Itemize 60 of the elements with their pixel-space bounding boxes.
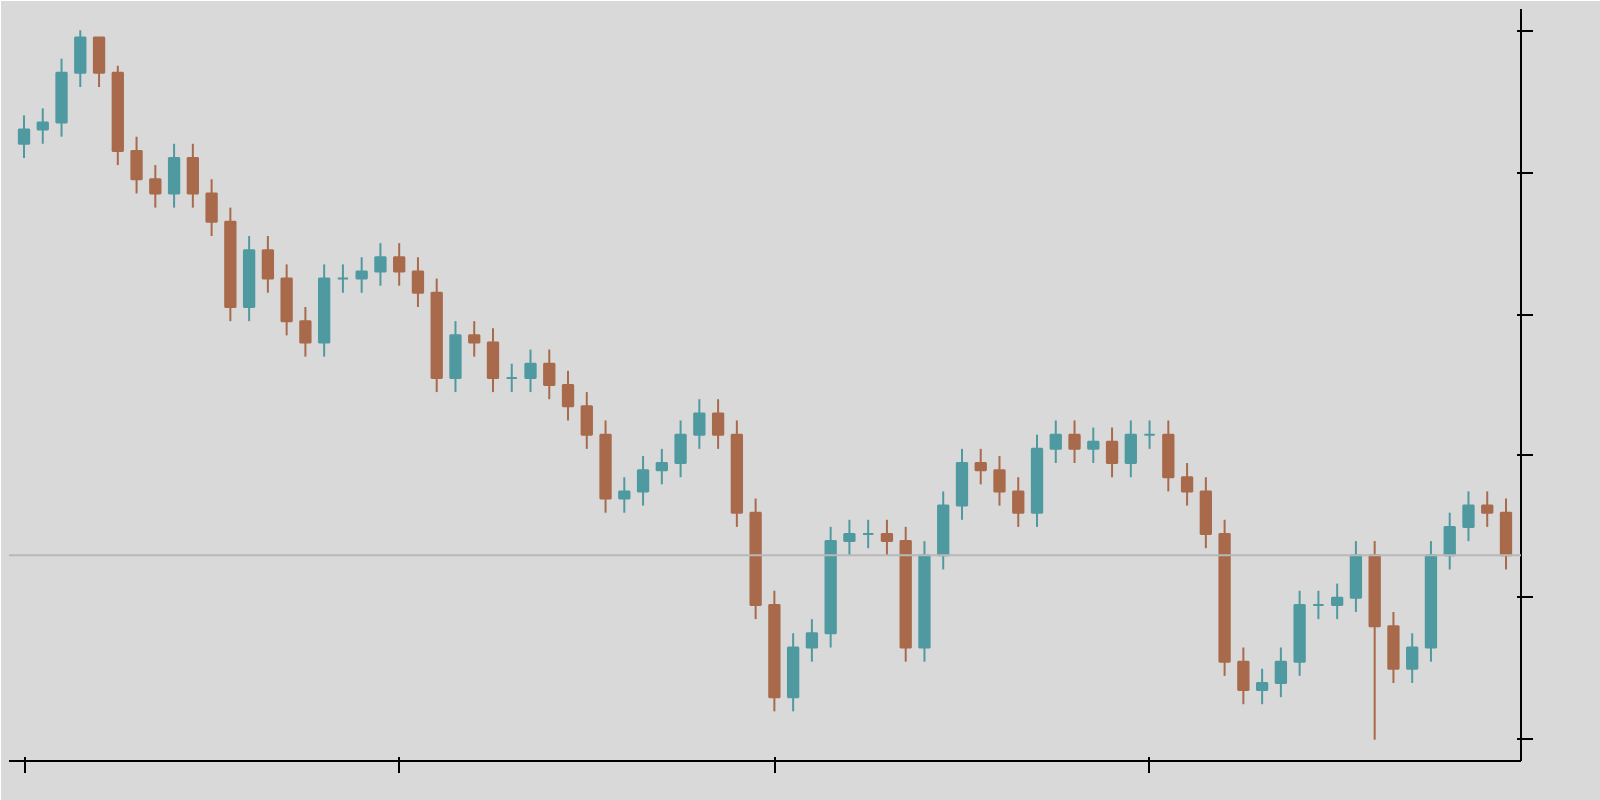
candlestick: [805, 618, 819, 663]
candlestick: [1199, 476, 1212, 550]
candlestick: [1012, 476, 1025, 528]
candlestick: [167, 142, 181, 209]
candlestick: [580, 391, 593, 450]
candlestick: [1387, 611, 1400, 684]
candlestick: [862, 518, 875, 550]
candlestick: [1143, 419, 1156, 450]
candlestick: [543, 348, 556, 401]
candlestick: [449, 320, 462, 394]
candlestick: [1462, 490, 1475, 543]
candlestick: [374, 242, 387, 287]
candlestick: [336, 263, 350, 294]
candlestick: [524, 348, 537, 394]
candlestick: [711, 398, 725, 450]
candlestick: [1331, 582, 1344, 621]
candlestick: [411, 256, 425, 308]
candlestick: [655, 447, 668, 486]
candlestick: [1162, 419, 1175, 493]
candlestick: [505, 362, 518, 394]
candlestick: [1105, 426, 1119, 479]
candlestick: [843, 518, 856, 557]
candlestick: [36, 107, 49, 145]
candlestick: [17, 114, 31, 159]
candlestick: [1087, 426, 1100, 465]
candlestick: [1443, 511, 1456, 571]
candlestick: [468, 320, 481, 358]
candlestick: [74, 29, 87, 89]
candlestick: [1124, 419, 1137, 479]
candlestick: [636, 454, 650, 507]
candlestick: [486, 327, 500, 394]
candlestick: [280, 263, 293, 337]
candlestick: [993, 454, 1006, 507]
candlestick: [92, 36, 106, 89]
candlestick: [1312, 589, 1325, 621]
candlestick: [693, 398, 706, 450]
candlestick: [1499, 497, 1513, 571]
candlestick: [299, 305, 312, 358]
candlestick: [130, 135, 143, 195]
candlestick: [880, 518, 894, 557]
candlestick: [1274, 646, 1288, 699]
candlestick: [1349, 540, 1363, 614]
candlestick: [1255, 667, 1269, 706]
candlestick: [1180, 462, 1194, 507]
candlestick: [261, 235, 275, 294]
candlestick: [974, 447, 987, 486]
candlestick: [1481, 490, 1494, 528]
candlestick: [1049, 419, 1062, 465]
candlestick: [1406, 632, 1419, 684]
candlestick: [1237, 646, 1250, 706]
candlestick: [1068, 419, 1081, 465]
candlestick: [561, 369, 575, 422]
candlestick: [393, 242, 406, 287]
candlestick: [618, 476, 631, 514]
candlestick: [955, 447, 969, 521]
candlestick: [205, 178, 218, 238]
candlestick: [149, 164, 162, 209]
candlestick: [186, 142, 199, 209]
candlestick: [355, 256, 368, 294]
candlestick: [674, 419, 687, 479]
